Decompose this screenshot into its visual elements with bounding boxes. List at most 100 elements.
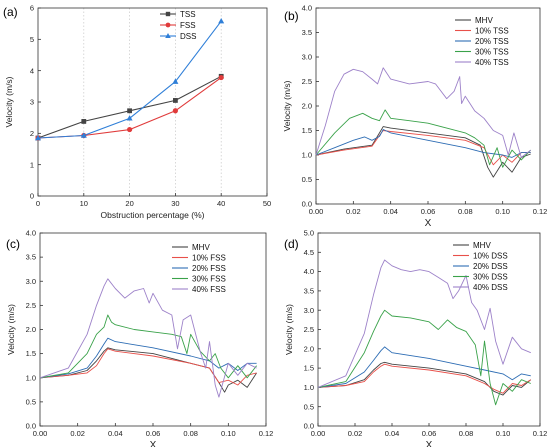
x-tick-label: 0.02 (70, 429, 85, 438)
legend-label: 10% DSS (473, 252, 508, 261)
legend-label: 10% FSS (192, 254, 226, 263)
y-tick-label: 4.0 (304, 267, 314, 276)
legend-label: 40% TSS (475, 58, 509, 67)
legend-label: MHV (473, 241, 491, 250)
y-tick-label: 2.5 (26, 301, 36, 310)
series-line (315, 130, 531, 166)
y-tick-label: 2.5 (302, 77, 312, 86)
y-tick-label: 0.0 (26, 422, 36, 431)
data-point (172, 108, 178, 114)
x-tick-label: 10 (80, 199, 88, 208)
y-tick-label: 5 (30, 35, 34, 44)
series-line (39, 278, 257, 398)
y-tick-label: 4.5 (304, 248, 314, 257)
legend-marker (165, 33, 171, 38)
y-tick-label: 1.0 (304, 383, 314, 392)
y-tick-label: 2.5 (304, 325, 314, 334)
data-point (127, 108, 132, 114)
legend-label: 40% DSS (473, 283, 508, 292)
x-tick-label: 0.04 (383, 207, 398, 216)
x-tick-label: 0.00 (309, 207, 324, 216)
y-tick-label: 1.0 (302, 151, 312, 160)
series-line (317, 259, 531, 388)
series-line (39, 347, 257, 393)
y-tick-label: 1.5 (302, 126, 312, 135)
y-tick-label: 0.5 (304, 402, 314, 411)
x-tick-label: 0.04 (385, 429, 400, 438)
data-point (126, 115, 133, 121)
x-tick-label: 50 (263, 199, 271, 208)
data-point (173, 98, 178, 103)
x-axis-label: Obstruction percentage (%) (101, 210, 205, 220)
y-tick-label: 2.0 (26, 325, 36, 334)
panel-b: (b) 0.00 0.02 0.04 0.06 0.08 0.10 0.12 0.0 0.5 1.0… (282, 4, 547, 229)
x-tick-label: 0.08 (459, 429, 474, 438)
panel-label: (a) (3, 5, 18, 19)
panel-a: (a) 0 10 20 30 40 50 0 1 2 3 4 5 6 Obstruction percent… (3, 4, 271, 220)
y-tick-label: 1.5 (26, 349, 36, 358)
legend-label: 30% FSS (192, 275, 226, 284)
axes-frame (37, 7, 268, 197)
data-point (218, 17, 225, 24)
y-tick-label: 2.0 (302, 102, 312, 111)
x-tick-label: 0.06 (422, 429, 437, 438)
series-line (315, 126, 531, 178)
x-tick-label: 0.12 (533, 429, 548, 438)
x-axis-label: X (150, 440, 157, 447)
legend-label: MHV (475, 16, 493, 25)
series-line (39, 314, 257, 379)
x-tick-label: 20 (125, 199, 133, 208)
y-axis-label: Velocity (m/s) (6, 304, 16, 355)
y-tick-label: 4.0 (302, 4, 312, 13)
x-tick-label: 30 (171, 199, 179, 208)
y-tick-label: 1.5 (304, 364, 314, 373)
x-tick-label: 0.02 (348, 429, 363, 438)
y-axis-label: Velocity (m/s) (284, 304, 294, 355)
legend-label: MHV (192, 243, 210, 252)
data-point (81, 119, 87, 124)
x-tick-label: 0.12 (259, 429, 274, 438)
series-line (39, 348, 257, 386)
panel-d: (d) 0.00 0.02 0.04 0.06 0.08 0.10 0.12 0.0 0.5 1.0… (284, 229, 547, 447)
series-line (39, 337, 257, 379)
y-tick-label: 2 (30, 129, 34, 138)
x-tick-label: 0.08 (183, 429, 198, 438)
y-axis-label: Velocity (m/s) (282, 80, 292, 131)
y-tick-label: 3.5 (304, 287, 314, 296)
y-tick-label: 4.0 (26, 229, 36, 238)
panel-label: (c) (6, 237, 20, 251)
x-tick-label: 0.04 (108, 429, 123, 438)
data-point (80, 132, 87, 138)
x-tick-label: 0.00 (311, 429, 326, 438)
y-tick-label: 0.5 (26, 397, 36, 406)
data-point (218, 74, 224, 81)
panel-c: (c) 0.00 0.02 0.04 0.06 0.08 0.10 0.12 0.0 0.5 1.0… (6, 229, 273, 447)
data-point (127, 126, 133, 133)
x-tick-label: 0.08 (458, 207, 473, 216)
y-tick-label: 3.0 (304, 306, 314, 315)
legend-label: 20% TSS (475, 37, 509, 46)
legend-label: FSS (180, 21, 196, 30)
legend-label: TSS (180, 10, 196, 19)
legend-label: 30% TSS (475, 48, 509, 57)
x-tick-label: 0.10 (495, 207, 510, 216)
legend-label: 10% TSS (475, 27, 509, 36)
legend-label: 30% DSS (473, 273, 508, 282)
series-line (317, 309, 531, 406)
panel-label: (b) (284, 9, 299, 23)
y-tick-label: 3.0 (302, 53, 312, 62)
y-tick-label: 1.0 (26, 373, 36, 382)
series-line (317, 363, 532, 394)
y-tick-label: 3 (30, 98, 34, 107)
legend-marker (165, 11, 171, 17)
y-tick-label: 0.0 (304, 422, 314, 431)
x-tick-label: 40 (217, 199, 225, 208)
y-tick-label: 0 (30, 192, 34, 201)
legend-marker (165, 22, 171, 28)
y-tick-label: 3.0 (26, 277, 36, 286)
legend: TSS FSS DSS (160, 10, 196, 41)
